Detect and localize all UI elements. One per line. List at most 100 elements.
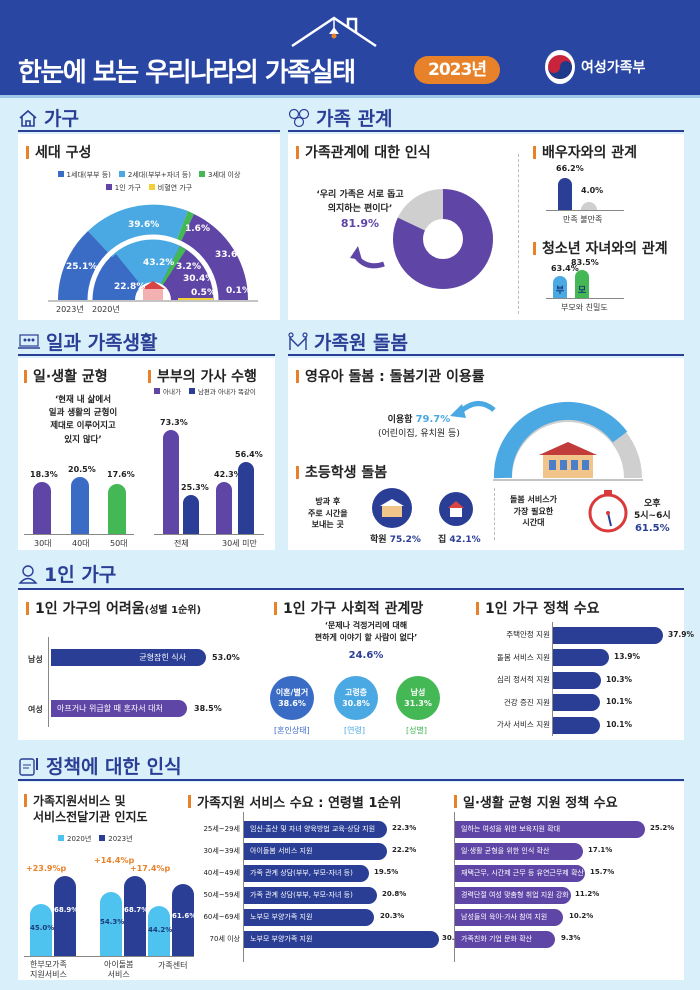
subtitle-balance: 일·생활 균형	[24, 366, 108, 386]
generation-semi-donut-chart	[48, 204, 258, 302]
perception-value: 81.9%	[340, 217, 380, 230]
need-time-value: 오후 5시~6시 61.5%	[634, 499, 671, 535]
spouse-dissatisfied-value: 4.0%	[581, 186, 604, 195]
subtitle-infant: 영유아 돌봄 : 돌봄기관 이용률	[296, 366, 485, 386]
policy-bar-housework	[553, 717, 600, 734]
smiling-faces-icon	[288, 108, 310, 127]
chores-u30-wife-bar	[216, 482, 232, 534]
spouse-satisfied-value: 66.2%	[556, 164, 584, 173]
section-household: 가구 세대 구성 1세대(부부 등) 2세대(부부+자녀 등) 3세대 이상 1…	[18, 104, 280, 320]
chores-legend: 아내가 남편과 아내가 똑같이	[154, 386, 256, 396]
section-title: 가구	[18, 104, 79, 131]
need-time-label: 돌봄 서비스가 가장 필요한 시간대	[510, 495, 557, 528]
balance-40s-value: 20.5%	[68, 465, 96, 474]
policy-bar-care	[553, 649, 609, 666]
spouse-satisfied-bar	[558, 178, 572, 210]
house-icon	[19, 109, 37, 127]
subtitle-single-policy: 1인 가구 정책 수요	[476, 598, 600, 618]
ministry-name: 여성가족부	[581, 60, 646, 76]
curved-arrow-icon	[350, 246, 385, 269]
subtitle-elementary: 초등학생 돌봄	[296, 462, 387, 482]
subtitle-generation: 세대 구성	[26, 142, 91, 162]
section-title: 가족원 돌봄	[288, 328, 408, 355]
label-inner-2020: 2020년	[92, 305, 120, 314]
taegeuk-emblem-icon	[545, 50, 575, 84]
section-policy: 정책에 대한 인식 가족지원서비스 및 서비스전달기관 인지도 2020년 20…	[18, 752, 684, 980]
infant-gauge-chart	[493, 401, 643, 481]
subtitle-teen: 청소년 자녀와의 관계	[533, 238, 668, 258]
home-value: 집 42.1%	[438, 535, 481, 545]
single-policy-labels: 주택안정 지원 돌봄 서비스 지원 심리 정서적 지원 건강 증진 지원 가사 서비스 …	[496, 630, 550, 729]
mother-bar: 모	[575, 270, 589, 298]
care-panel: 영유아 돌봄 : 돌봄기관 이용률 이용함 79.7% (어린이집, 유치원 등…	[288, 358, 684, 550]
balance-quote: ‘현재 내 삶에서 일과 생활의 균형이 제대로 이루어지고 있지 않다’	[48, 395, 118, 445]
infant-usage: 이용함 79.7% (어린이집, 유치원 등)	[378, 414, 460, 439]
mother-value: 83.5%	[571, 258, 599, 267]
label-2023-single: 33.6%	[215, 250, 247, 260]
balance-50s-value: 17.6%	[107, 470, 135, 479]
chores-all-wife-bar	[163, 430, 179, 534]
balance-40s-bar	[71, 477, 89, 534]
section-title: 정책에 대한 인식	[18, 752, 182, 779]
subtitle-chores: 부부의 가사 수행	[148, 366, 257, 386]
after-school-label: 방과 후 주로 시간을 보내는 곳	[308, 497, 348, 530]
label-2020-single: 30.4%	[183, 274, 215, 284]
ministry-logo: 여성가족부	[545, 50, 645, 84]
section-relations: 가족 관계 가족관계에 대한 인식 ‘우리 가족은 서로 돕고 의지하는 편이다…	[288, 104, 684, 320]
academy-icon	[372, 488, 412, 528]
spouse-axis-label: 만족 불만족	[563, 215, 603, 224]
section-single: 1인 가구 1인 가구의 어려움 (성별 1순위) 남성 균형잡힌 식사 53.0…	[18, 560, 694, 740]
subtitle-perception: 가족관계에 대한 인식	[296, 142, 431, 162]
network-quote: ‘문제나 걱정거리에 대해 편하게 이야기 할 사람이 없다’ 24.6%	[314, 621, 418, 661]
single-panel: 1인 가구의 어려움 (성별 1순위) 남성 균형잡힌 식사 53.0% 여성 아…	[18, 590, 694, 740]
academy-value: 학원 75.2%	[370, 535, 421, 545]
male-difficulty-bar: 균형잡힌 식사	[51, 649, 206, 666]
subtitle-network: 1인 가구 사회적 관계망	[274, 598, 423, 618]
roof-lamp-icon	[291, 16, 377, 48]
subtitle-demand: 가족지원 서비스 수요 : 연령별 1순위	[188, 792, 401, 811]
subtitle-difficulty: 1인 가구의 어려움 (성별 1순위)	[26, 598, 201, 618]
policy-panel: 가족지원서비스 및 서비스전달기관 인지도 2020년 2023년 +23.9%…	[18, 782, 684, 980]
stopwatch-icon	[588, 490, 628, 533]
policy-bar-housing	[553, 627, 663, 644]
circle-age: 고령층 30.8%	[334, 676, 378, 720]
subtitle-awareness: 가족지원서비스 및	[24, 792, 126, 809]
spouse-dissatisfied-bar	[581, 202, 597, 210]
subtitle-spouse: 배우자와의 관계	[533, 142, 637, 162]
demand-age-labels: 25세~29세 30세~39세 40세~49세 50세~59세 60세~69세 70세 이…	[203, 825, 240, 943]
page-title: 한눈에 보는 우리나라의 가족실태	[18, 58, 356, 88]
home-icon	[439, 492, 473, 526]
balance-30s-value: 18.3%	[30, 470, 58, 479]
chores-u30-equal-bar	[238, 462, 254, 534]
policy-bar-mental	[553, 672, 601, 689]
relations-panel: 가족관계에 대한 인식 ‘우리 가족은 서로 돕고 의지하는 편이다’ 81.9…	[288, 134, 684, 320]
household-panel: 세대 구성 1세대(부부 등) 2세대(부부+자녀 등) 3세대 이상 1인 가…	[18, 134, 280, 320]
laptop-people-icon	[18, 333, 40, 349]
label-2020-nonrel: 0.5%	[191, 288, 216, 298]
curved-arrow-icon	[450, 401, 496, 418]
person-icon	[18, 564, 38, 584]
balance-30s-bar	[33, 482, 51, 534]
work-panel: 일·생활 균형 ‘현재 내 삶에서 일과 생활의 균형이 제대로 이루어지고 있…	[18, 358, 275, 550]
father-value: 63.4%	[551, 264, 579, 273]
label-2023-gen3: 1.6%	[185, 224, 210, 234]
label-2023-gen2: 39.6%	[128, 220, 160, 230]
section-title: 가족 관계	[288, 104, 393, 131]
teen-axis-label: 부모와 친밀도	[561, 303, 608, 312]
document-pen-icon	[19, 757, 38, 776]
balance-50s-bar	[108, 484, 126, 534]
female-difficulty-bar: 아프거나 위급할 때 혼자서 대처	[51, 700, 187, 717]
policy-bar-health	[553, 694, 600, 711]
circle-gender: 남성 31.3%	[396, 676, 440, 720]
label-2023-gen1: 25.1%	[66, 262, 98, 272]
care-people-icon	[288, 331, 308, 350]
section-care: 가족원 돌봄 영유아 돌봄 : 돌봄기관 이용률 이용함 79.7% (어린이집…	[288, 328, 684, 550]
section-work-life: 일과 가족생활 일·생활 균형 ‘현재 내 삶에서 일과 생활의 균형이 제대로…	[18, 328, 275, 550]
label-2023-nonrel: 0.1%	[226, 286, 251, 296]
label-2020-gen1: 22.8%	[114, 282, 146, 292]
year-badge: 2023년	[414, 56, 500, 84]
circle-marital: 이혼/별거 38.6%	[270, 676, 314, 720]
label-outer-2023: 2023년	[56, 305, 84, 314]
generation-legend: 1세대(부부 등) 2세대(부부+자녀 등) 3세대 이상 1인 가구 비혈연 …	[18, 170, 280, 193]
perception-donut-chart	[393, 189, 493, 289]
